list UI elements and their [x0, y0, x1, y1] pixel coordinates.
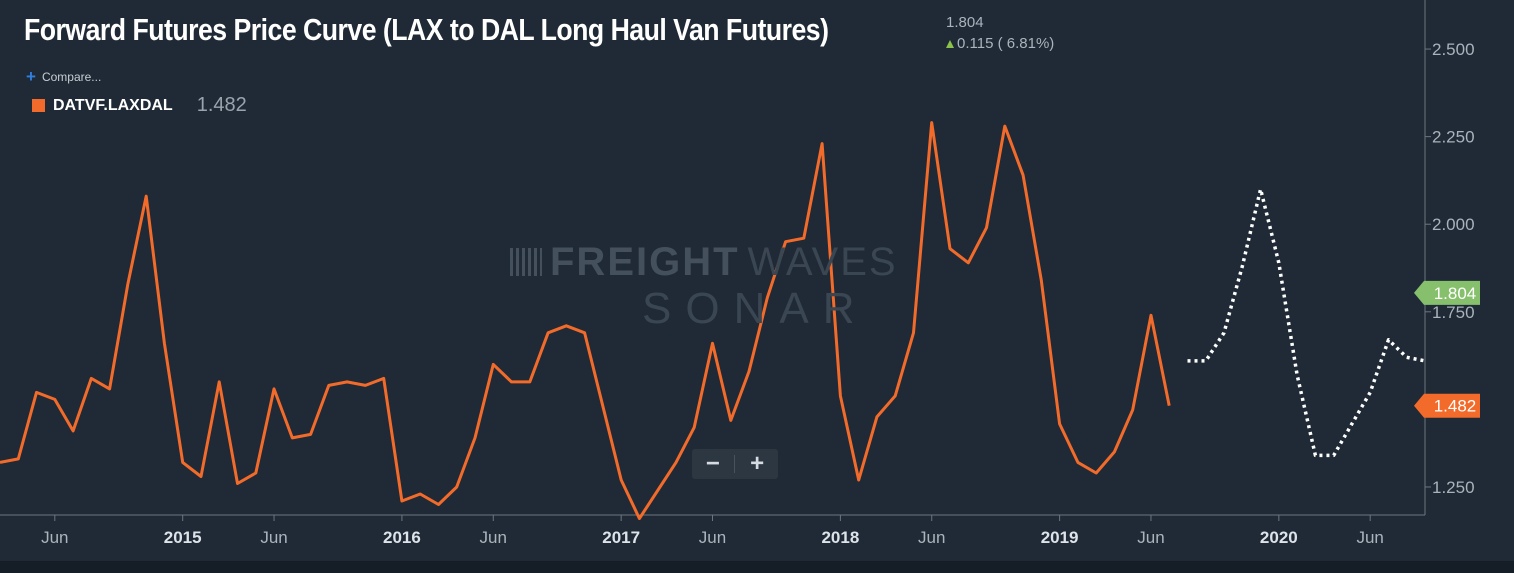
zoom-out-button[interactable]: −	[705, 450, 720, 477]
x-tick-label: 2016	[383, 528, 421, 547]
y-tick-label: 2.500	[1432, 40, 1475, 59]
chart-title: Forward Futures Price Curve (LAX to DAL …	[24, 12, 829, 47]
x-tick-label: Jun	[480, 528, 507, 547]
plus-icon: +	[26, 67, 36, 86]
x-tick-label: Jun	[699, 528, 726, 547]
compare-label: Compare...	[41, 70, 102, 84]
y-tick-label: 2.000	[1432, 215, 1475, 234]
last-price-badge: 1.482	[1414, 393, 1480, 418]
legend-series-name: DATVF.LAXDAL	[53, 96, 173, 114]
y-tick-label: 2.250	[1432, 128, 1475, 147]
series-line-main	[0, 121, 1171, 520]
last-price-box: 1.804 0.115 ( 6.81%)	[946, 12, 1054, 54]
x-tick-label: Jun	[41, 528, 68, 547]
y-tick-label: 1.750	[1432, 303, 1475, 322]
y-tick-label: 1.250	[1432, 478, 1475, 497]
legend-series-value: 1.482	[196, 94, 247, 116]
x-tick-label: 2020	[1260, 528, 1298, 547]
price-change-value: 0.115 ( 6.81%)	[957, 35, 1055, 52]
forward-price-badge: 1.804	[1414, 280, 1480, 305]
zoom-divider	[734, 455, 736, 473]
series-line-forward	[1187, 187, 1426, 458]
arrow-up-icon	[946, 39, 954, 48]
badge-shape	[1414, 393, 1480, 418]
badge-label: 1.482	[1434, 397, 1477, 416]
zoom-controls: − +	[692, 449, 778, 479]
x-tick-label: Jun	[918, 528, 945, 547]
price-change: 0.115 ( 6.81%)	[946, 33, 1054, 54]
badge-shape	[1414, 280, 1480, 305]
bottom-bar	[0, 561, 1514, 573]
legend-swatch	[32, 99, 45, 112]
legend-item[interactable]: DATVF.LAXDAL 1.482	[32, 94, 247, 117]
last-price-value: 1.804	[946, 14, 984, 31]
x-tick-label: 2018	[821, 528, 859, 547]
zoom-in-button[interactable]: +	[750, 450, 765, 477]
x-tick-label: Jun	[1137, 528, 1164, 547]
x-tick-label: 2017	[602, 528, 640, 547]
x-tick-label: Jun	[260, 528, 287, 547]
x-tick-label: 2019	[1041, 528, 1079, 547]
x-tick-label: Jun	[1356, 528, 1383, 547]
badge-label: 1.804	[1434, 284, 1477, 303]
compare-button[interactable]: + Compare...	[26, 67, 102, 86]
x-tick-label: 2015	[164, 528, 202, 547]
